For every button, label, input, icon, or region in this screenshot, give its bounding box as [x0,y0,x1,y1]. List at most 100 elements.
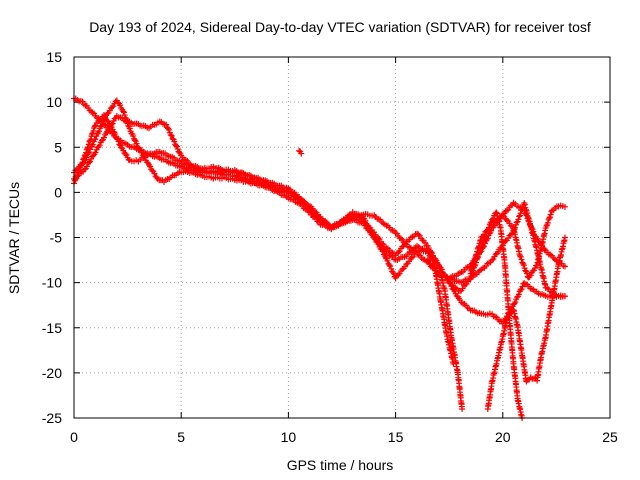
series-track-4 [71,112,457,367]
data-point [387,263,394,270]
data-point [85,144,92,151]
y-tick-label: 15 [46,49,62,65]
data-point [450,360,457,367]
data-point [298,150,305,157]
data-point [516,252,523,259]
data-point [366,225,373,232]
y-tick-label: -15 [42,320,62,336]
data-point [126,125,133,132]
y-tick-label: -5 [50,230,63,246]
data-point [392,229,399,236]
data-point [382,254,389,261]
data-point [171,138,178,145]
data-point [477,246,484,253]
data-point [547,211,554,218]
data-point [415,231,422,238]
data-point [406,258,412,265]
data-point [546,214,553,221]
data-point [110,103,117,110]
data-point [76,167,83,174]
data-point [90,128,97,135]
data-point [425,249,432,256]
data-point [490,215,497,222]
data-point [167,131,174,138]
x-tick-label: 10 [281,429,297,445]
data-point [434,269,441,276]
data-point [422,239,429,246]
data-point [521,207,528,214]
data-point [121,112,128,119]
data-point [397,235,404,242]
data-point [507,222,514,229]
data-point [118,144,125,151]
series-track-5 [484,234,568,412]
y-tick-label: 0 [54,184,62,200]
data-point [364,222,371,229]
data-point [165,126,172,133]
data-point [112,131,119,138]
data-point [534,235,541,242]
data-point [543,222,550,229]
data-point [482,232,489,239]
data-point [96,128,103,135]
data-point [517,253,524,260]
data-point [86,159,93,166]
data-point [561,263,568,270]
data-point [91,123,98,130]
data-point [479,241,486,248]
data-point [530,228,537,235]
data-point [486,224,493,231]
data-point [80,156,87,163]
data-point [92,149,99,156]
data-point [374,239,381,246]
data-point [474,255,481,262]
data-point [97,123,104,130]
plot-frame [73,56,611,419]
data-point [427,253,434,260]
data-point [109,104,116,111]
data-point [90,152,97,159]
data-points [71,95,568,421]
data-point [163,121,170,128]
data-point [99,120,106,127]
data-point [77,162,84,169]
y-tick-label: -25 [42,410,62,426]
data-point [467,275,474,282]
data-point [517,286,524,293]
data-point [136,146,143,153]
x-tick-label: 5 [177,429,185,445]
data-point [489,216,496,223]
y-tick-label: -10 [42,275,62,291]
data-point [123,116,130,123]
data-point [122,150,129,157]
data-point [522,211,529,218]
data-point [87,136,94,143]
data-point [137,147,144,154]
data-point [120,108,127,115]
data-point [168,132,175,139]
series-track-3 [71,97,466,412]
data-point [480,237,487,244]
data-point [81,152,88,159]
data-point [519,283,526,290]
data-point [375,241,382,248]
data-point [173,142,180,149]
data-point [85,141,92,148]
data-point [503,207,510,214]
data-point [561,293,568,300]
data-point [462,281,469,288]
data-point [123,152,130,159]
data-point [431,264,438,271]
gridlines [74,57,610,418]
data-point [396,270,403,277]
data-point [116,141,123,148]
data-point [369,230,376,237]
data-point [83,149,90,156]
y-tick-label: 5 [54,139,62,155]
data-point [176,149,183,156]
data-point [501,213,508,220]
data-point [386,262,393,269]
data-point [384,257,391,264]
data-point [101,134,108,141]
